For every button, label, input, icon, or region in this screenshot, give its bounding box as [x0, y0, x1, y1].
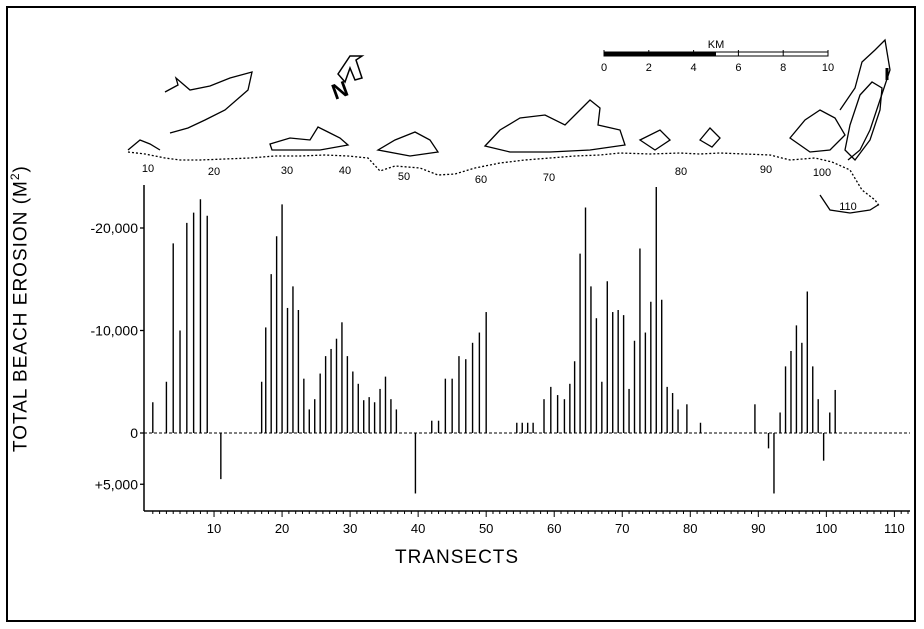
- landmass-2: [269, 126, 350, 151]
- map-transect-label: 50: [398, 171, 410, 183]
- scale-tick-label: 4: [691, 62, 697, 74]
- x-tick-label: 60: [547, 521, 561, 536]
- scale-bar: KM 0 2 4 6 8 10: [601, 39, 834, 74]
- landmass-south: [819, 194, 879, 214]
- map-transect-label: 30: [281, 165, 293, 177]
- y-axis-label: TOTAL BEACH EROSION (M2): [8, 165, 32, 452]
- map-transect-label: 100: [813, 167, 831, 179]
- landmass-west: [164, 71, 253, 134]
- x-tick-label: 70: [615, 521, 629, 536]
- x-tick-label: 90: [751, 521, 765, 536]
- map-transect-label: 20: [208, 166, 220, 178]
- landmass-9: [844, 81, 883, 161]
- y-tick-label: -20,000: [91, 220, 139, 236]
- x-tick-label: 110: [884, 521, 905, 536]
- landmass-8: [839, 38, 891, 161]
- landmass-7: [789, 109, 846, 153]
- landmass-5: [638, 129, 672, 151]
- map-transect-label: 40: [339, 165, 351, 177]
- scale-bar-title: KM: [708, 39, 725, 51]
- north-label: N: [328, 76, 351, 105]
- map-transect-label: 70: [543, 172, 555, 184]
- landmass-3: [376, 131, 440, 157]
- x-tick-label: 40: [411, 521, 425, 536]
- map-transect-label: 80: [675, 166, 687, 178]
- map-transect-label: 90: [760, 164, 772, 176]
- scale-tick-label: 2: [646, 62, 652, 74]
- map-transect-labels: 10 20 30 40 50 60 70 80 90 100 110: [142, 163, 857, 213]
- landmass-6: [699, 127, 721, 148]
- x-tick-label: 20: [275, 521, 289, 536]
- chart-ticks: -20,000 -10,000 0 +5,000 10 20 30 40 50 60 70 80 90 1…: [91, 220, 909, 536]
- x-tick-label: 10: [207, 521, 221, 536]
- x-axis-label: TRANSECTS: [395, 547, 520, 568]
- landmass-west-tip: [127, 139, 161, 151]
- x-tick-label: 50: [479, 521, 493, 536]
- map-transect-label: 110: [839, 201, 857, 213]
- figure-frame: [6, 6, 916, 622]
- map-transect-label: 10: [142, 163, 154, 175]
- north-arrow-icon: [337, 55, 365, 84]
- chart-axes: [143, 185, 910, 512]
- landmass-4: [483, 99, 626, 153]
- scale-tick-label: 0: [601, 62, 607, 74]
- x-tick-label: 80: [683, 521, 697, 536]
- y-tick-label: 0: [130, 425, 138, 441]
- scale-bar-fill: [604, 52, 716, 56]
- map-transect-label: 60: [475, 174, 487, 186]
- scale-tick-label: 8: [780, 62, 786, 74]
- shoreline-path: [127, 151, 881, 208]
- chart-bars: [152, 187, 836, 494]
- y-tick-label: -10,000: [91, 323, 139, 339]
- y-tick-label: +5,000: [95, 476, 138, 492]
- scale-tick-label: 10: [822, 62, 834, 74]
- x-tick-label: 30: [343, 521, 357, 536]
- shoreline-map: [127, 38, 891, 214]
- x-tick-label: 100: [816, 521, 838, 536]
- scale-tick-label: 6: [735, 62, 741, 74]
